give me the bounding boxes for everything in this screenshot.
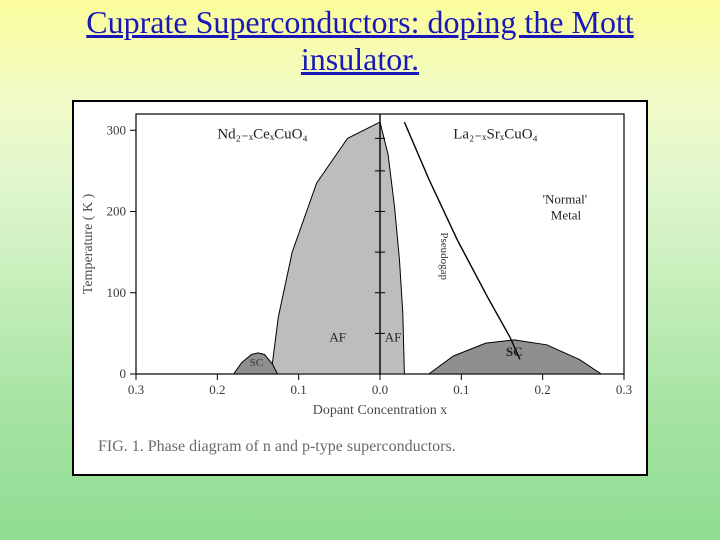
compound-left-label: Nd₂₋ₓCeₓCuO₄ xyxy=(217,126,307,142)
xtick-label: 0.0 xyxy=(372,382,388,397)
sc-right-label: SC xyxy=(506,344,523,359)
pseudogap-label: Pseudogap xyxy=(438,232,450,280)
phase-diagram-svg: 0.30.20.10.00.10.20.30100200300Dopant Co… xyxy=(74,102,646,432)
af-left-label: AF xyxy=(329,330,346,345)
figure-frame: 0.30.20.10.00.10.20.30100200300Dopant Co… xyxy=(72,100,648,476)
xtick-label: 0.2 xyxy=(209,382,225,397)
ytick-label: 100 xyxy=(107,285,127,300)
xtick-label: 0.3 xyxy=(128,382,144,397)
ytick-label: 0 xyxy=(120,366,127,381)
xtick-label: 0.1 xyxy=(291,382,307,397)
normal-metal-label-1: 'Normal' xyxy=(543,191,587,206)
xtick-label: 0.3 xyxy=(616,382,632,397)
figure-caption: FIG. 1. Phase diagram of n and p-type su… xyxy=(98,438,456,456)
y-axis-label: Temperature ( K ) xyxy=(81,193,96,294)
normal-metal-label-2: Metal xyxy=(551,208,582,223)
slide-title: Cuprate Superconductors: doping the Mott… xyxy=(0,4,720,78)
xtick-label: 0.1 xyxy=(453,382,469,397)
title-line-1: Cuprate Superconductors: doping the Mott xyxy=(86,4,633,40)
x-axis-label: Dopant Concentration x xyxy=(313,403,448,418)
ytick-label: 200 xyxy=(107,204,127,219)
ytick-label: 300 xyxy=(107,122,127,137)
af-right-label: AF xyxy=(385,330,402,345)
title-line-2: insulator. xyxy=(301,41,419,77)
sc-left-label: SC xyxy=(250,357,263,369)
xtick-label: 0.2 xyxy=(535,382,551,397)
slide: Cuprate Superconductors: doping the Mott… xyxy=(0,0,720,540)
compound-right-label: La₂₋ₓSrₓCuO₄ xyxy=(453,126,538,142)
